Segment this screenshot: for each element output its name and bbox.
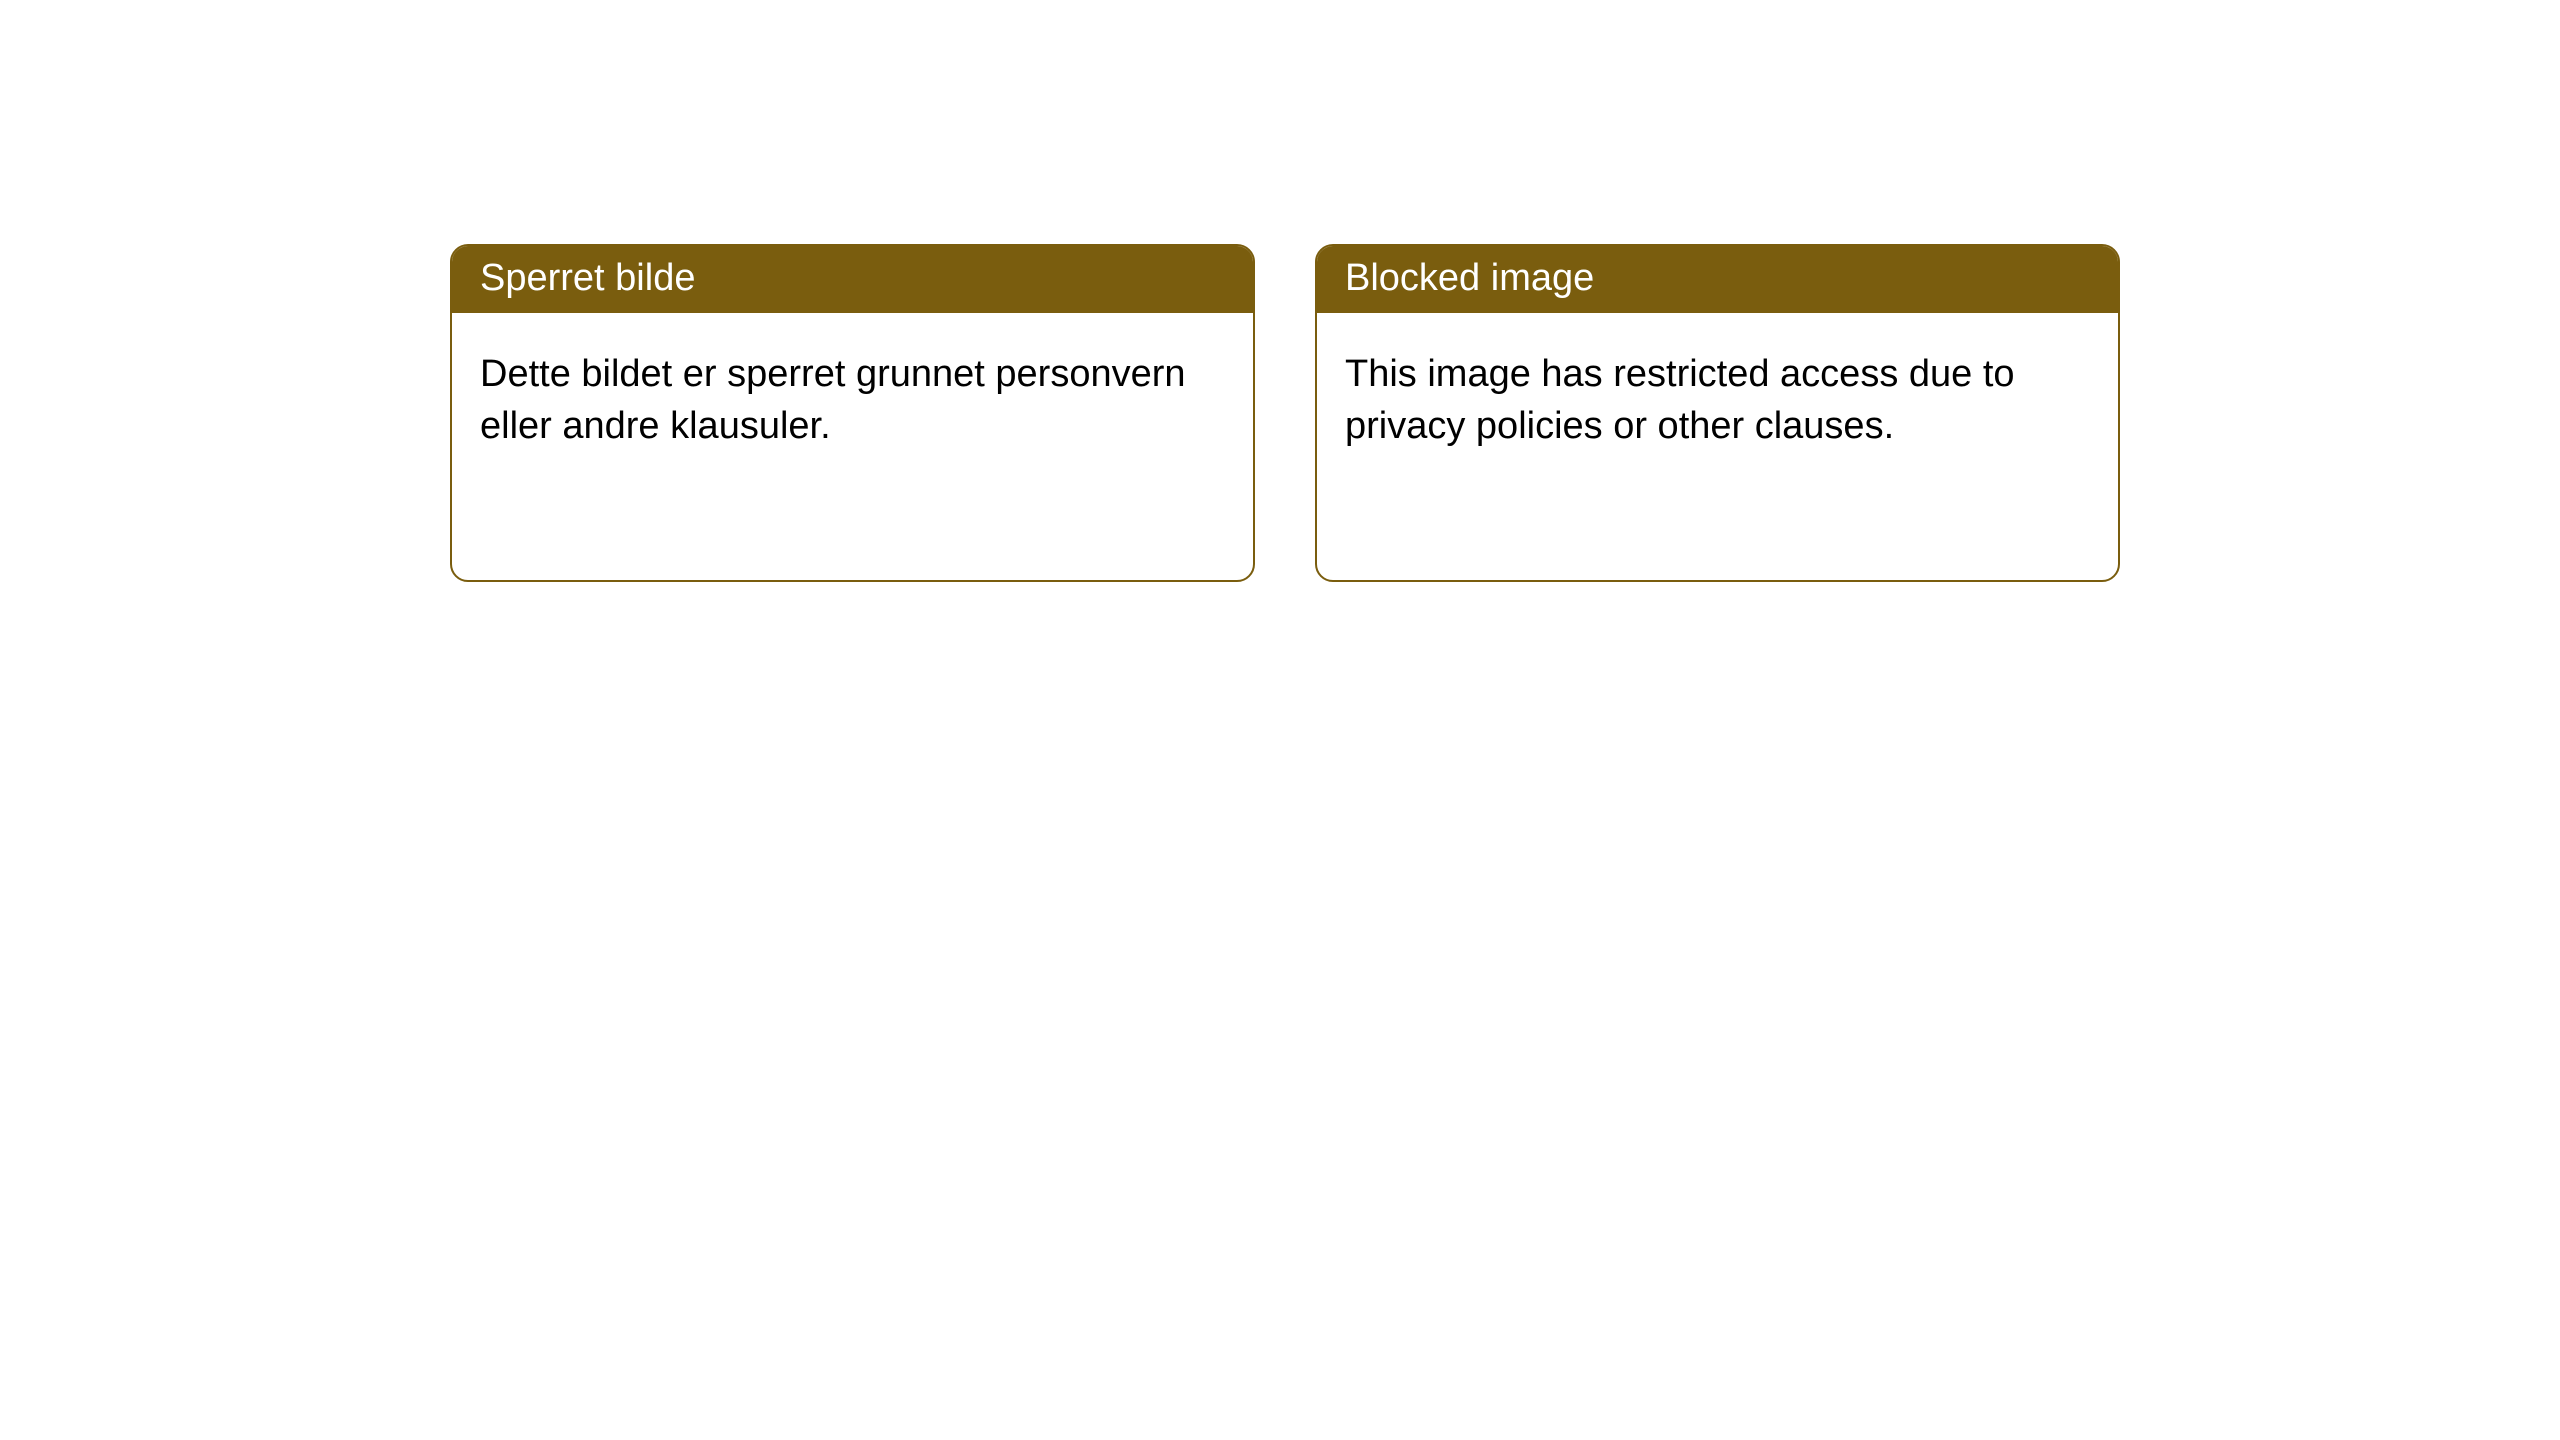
notice-box-english: Blocked image This image has restricted … <box>1315 244 2120 582</box>
notice-box-norwegian: Sperret bilde Dette bildet er sperret gr… <box>450 244 1255 582</box>
notice-body: Dette bildet er sperret grunnet personve… <box>452 313 1253 480</box>
notice-title: Blocked image <box>1317 246 2118 313</box>
notice-title: Sperret bilde <box>452 246 1253 313</box>
notice-body: This image has restricted access due to … <box>1317 313 2118 480</box>
notice-container: Sperret bilde Dette bildet er sperret gr… <box>0 0 2560 582</box>
